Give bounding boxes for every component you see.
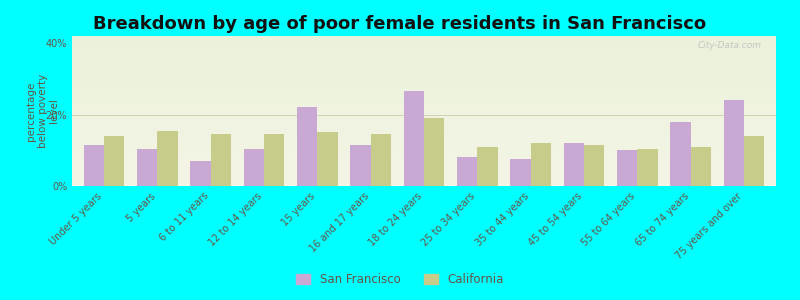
Legend: San Francisco, California: San Francisco, California: [291, 269, 509, 291]
Bar: [690, 147, 711, 186]
Bar: [190, 161, 210, 186]
Bar: [158, 130, 178, 186]
Y-axis label: percentage
below poverty
level: percentage below poverty level: [26, 74, 59, 148]
Bar: [724, 100, 744, 186]
Bar: [617, 150, 638, 186]
Bar: [638, 148, 658, 186]
Bar: [210, 134, 231, 186]
Bar: [424, 118, 444, 186]
Bar: [744, 136, 764, 186]
Bar: [370, 134, 391, 186]
Bar: [478, 147, 498, 186]
Bar: [457, 158, 478, 186]
Bar: [350, 145, 370, 186]
Text: City-Data.com: City-Data.com: [698, 40, 762, 50]
Text: Breakdown by age of poor female residents in San Francisco: Breakdown by age of poor female resident…: [94, 15, 706, 33]
Bar: [297, 107, 318, 186]
Bar: [564, 143, 584, 186]
Bar: [318, 132, 338, 186]
Bar: [404, 92, 424, 186]
Bar: [244, 148, 264, 186]
Bar: [584, 145, 604, 186]
Bar: [264, 134, 284, 186]
Bar: [510, 159, 530, 186]
Bar: [84, 145, 104, 186]
Bar: [137, 148, 158, 186]
Bar: [530, 143, 551, 186]
Bar: [104, 136, 124, 186]
Bar: [670, 122, 690, 186]
